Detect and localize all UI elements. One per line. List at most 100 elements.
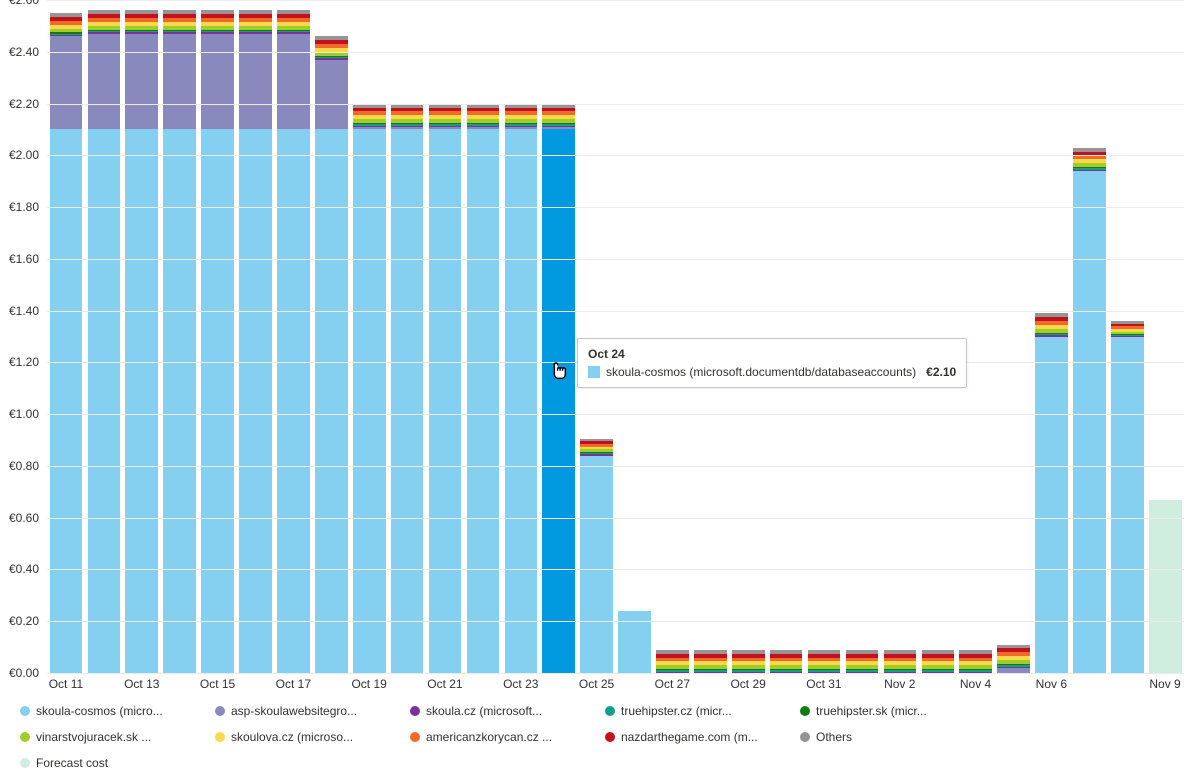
bar-segment-skoula_cosmos[interactable] <box>429 129 462 673</box>
legend-item[interactable]: truehipster.cz (micr... <box>605 698 800 724</box>
stacked-bar[interactable] <box>656 650 689 673</box>
bar-segment-skoula_cosmos[interactable] <box>88 129 121 673</box>
stacked-bar[interactable] <box>1149 500 1182 673</box>
bar-segment-skoula_cosmos[interactable] <box>467 129 500 673</box>
stacked-bar[interactable] <box>391 104 424 673</box>
bar-segment-asp[interactable] <box>163 34 196 130</box>
stacked-bar[interactable] <box>125 10 158 673</box>
stacked-bar[interactable] <box>846 650 879 673</box>
stacked-bar[interactable] <box>277 10 310 673</box>
stacked-bar[interactable] <box>959 650 992 673</box>
bar-slot[interactable] <box>1070 0 1108 673</box>
bar-segment-asp[interactable] <box>239 34 272 130</box>
bar-segment-asp[interactable] <box>50 36 83 129</box>
bar-slot[interactable] <box>1033 0 1071 673</box>
plot-area[interactable] <box>47 0 1184 673</box>
bar-slot[interactable] <box>123 0 161 673</box>
bar-segment-skoula_cosmos[interactable] <box>353 129 386 673</box>
stacked-bar[interactable] <box>618 611 651 673</box>
bar-segment-skoula_cosmos[interactable] <box>1073 171 1106 673</box>
bar-slot[interactable] <box>502 0 540 673</box>
legend-item[interactable]: skoula-cosmos (micro... <box>20 698 215 724</box>
legend-item[interactable]: truehipster.sk (micr... <box>800 698 995 724</box>
bar-slot[interactable] <box>85 0 123 673</box>
bar-slot[interactable] <box>1146 0 1184 673</box>
bar-segment-skoula_cosmos[interactable] <box>505 129 538 673</box>
legend-item[interactable]: vinarstvojuracek.sk ... <box>20 724 215 750</box>
bar-segment-skoula_cosmos[interactable] <box>50 129 83 673</box>
stacked-bar[interactable] <box>353 104 386 673</box>
bar-slot[interactable] <box>654 0 692 673</box>
stacked-bar[interactable] <box>201 10 234 673</box>
stacked-bar[interactable] <box>542 104 575 673</box>
bar-segment-asp[interactable] <box>125 34 158 130</box>
bar-slot[interactable] <box>767 0 805 673</box>
bar-segment-skoula_cosmos[interactable] <box>315 129 348 673</box>
bar-slot[interactable] <box>805 0 843 673</box>
bar-slot[interactable] <box>729 0 767 673</box>
bar-segment-asp[interactable] <box>88 34 121 130</box>
bar-slot[interactable] <box>957 0 995 673</box>
bar-slot[interactable] <box>1108 0 1146 673</box>
cost-stacked-bar-chart[interactable]: €0.00€0.20€0.40€0.60€0.80€1.00€1.20€1.40… <box>0 0 1189 693</box>
stacked-bar[interactable] <box>808 650 841 673</box>
stacked-bar[interactable] <box>163 10 196 673</box>
bar-slot[interactable] <box>312 0 350 673</box>
stacked-bar[interactable] <box>694 650 727 673</box>
bar-slot[interactable] <box>388 0 426 673</box>
legend-item[interactable]: Others <box>800 724 995 750</box>
bar-segment-skoula_cosmos[interactable] <box>239 129 272 673</box>
bar-slot[interactable] <box>691 0 729 673</box>
bar-slot[interactable] <box>199 0 237 673</box>
legend-item[interactable]: Forecast cost <box>20 750 215 776</box>
bar-segment-asp[interactable] <box>277 34 310 130</box>
bar-slot[interactable] <box>843 0 881 673</box>
bar-slot[interactable] <box>237 0 275 673</box>
bar-slot[interactable] <box>161 0 199 673</box>
bar-slot[interactable] <box>540 0 578 673</box>
bar-segment-forecast[interactable] <box>1149 500 1182 673</box>
bar-slot[interactable] <box>616 0 654 673</box>
stacked-bar[interactable] <box>1035 313 1068 673</box>
legend-item[interactable]: asp-skoulawebsitegro... <box>215 698 410 724</box>
stacked-bar[interactable] <box>50 13 83 673</box>
legend-item[interactable]: skoula.cz (microsoft... <box>410 698 605 724</box>
stacked-bar[interactable] <box>467 104 500 673</box>
bar-slot[interactable] <box>578 0 616 673</box>
legend-item[interactable]: skoulova.cz (microso... <box>215 724 410 750</box>
stacked-bar[interactable] <box>732 650 765 673</box>
bar-segment-skoula_cosmos[interactable] <box>163 129 196 673</box>
bar-slot[interactable] <box>881 0 919 673</box>
stacked-bar[interactable] <box>580 439 613 673</box>
bar-segment-asp[interactable] <box>315 60 348 130</box>
bar-segment-skoula_cosmos[interactable] <box>618 611 651 673</box>
bar-slot[interactable] <box>47 0 85 673</box>
bar-segment-skoula_cosmos[interactable] <box>391 129 424 673</box>
stacked-bar[interactable] <box>1073 148 1106 673</box>
bar-segment-skoula_cosmos[interactable] <box>125 129 158 673</box>
stacked-bar[interactable] <box>239 10 272 673</box>
stacked-bar[interactable] <box>505 104 538 673</box>
stacked-bar[interactable] <box>922 650 955 673</box>
bar-segment-skoula_cosmos[interactable] <box>277 129 310 673</box>
bar-slot[interactable] <box>995 0 1033 673</box>
stacked-bar[interactable] <box>997 645 1030 673</box>
legend-item[interactable]: nazdarthegame.com (m... <box>605 724 800 750</box>
stacked-bar[interactable] <box>770 650 803 673</box>
stacked-bar[interactable] <box>884 650 917 673</box>
bar-segment-skoula_cosmos[interactable] <box>1111 337 1144 674</box>
bar-slot[interactable] <box>350 0 388 673</box>
stacked-bar[interactable] <box>315 36 348 673</box>
stacked-bar[interactable] <box>429 104 462 673</box>
bar-slot[interactable] <box>274 0 312 673</box>
bar-slot[interactable] <box>426 0 464 673</box>
stacked-bar[interactable] <box>88 10 121 673</box>
bar-segment-skoula_cosmos[interactable] <box>542 129 575 673</box>
bar-slot[interactable] <box>919 0 957 673</box>
bar-segment-skoula_cosmos[interactable] <box>580 456 613 673</box>
bar-segment-skoula_cosmos[interactable] <box>1035 337 1068 674</box>
bar-slot[interactable] <box>464 0 502 673</box>
bar-segment-skoula_cosmos[interactable] <box>201 129 234 673</box>
bar-segment-asp[interactable] <box>201 34 234 130</box>
legend-item[interactable]: americanzkorycan.cz ... <box>410 724 605 750</box>
